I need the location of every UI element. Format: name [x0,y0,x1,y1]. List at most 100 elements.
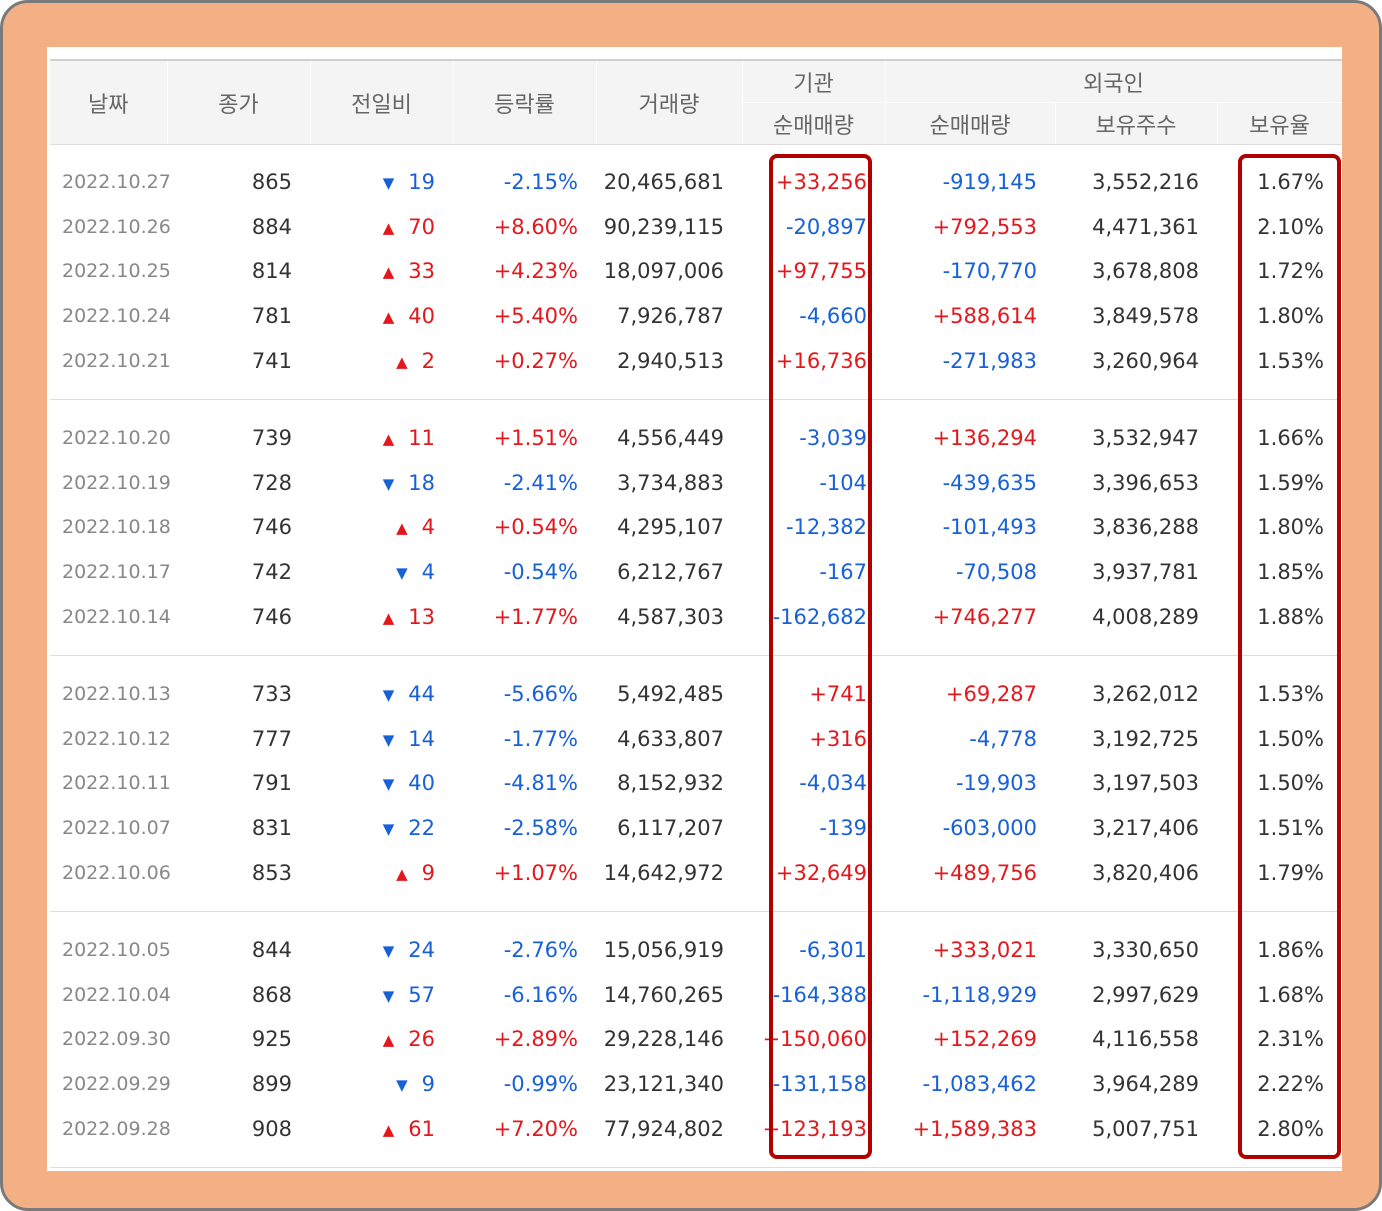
cell-volume: 6,212,767 [617,560,724,585]
down-triangle-icon: ▼ [382,474,395,493]
cell-inst-net: -104 [819,470,867,495]
table-row: 2022.10.26 884 ▲ 70 +8.60% 90,239,115 -20,897 +… [50,205,1342,250]
cell-frgn-ratio: 1.86% [1257,938,1324,963]
cell-date: 2022.10.13 [62,683,171,706]
cell-frgn-ratio: 1.50% [1257,726,1324,751]
cell-change: ▼ 18 [310,461,453,506]
change-value: 9 [421,1071,435,1096]
cell-volume: 23,121,340 [603,1071,724,1096]
cell-frgn-shares: 3,849,578 [1092,304,1199,329]
down-triangle-icon: ▼ [382,820,395,839]
col-header-rate: 등락률 [453,59,597,145]
down-triangle-icon: ▼ [382,986,395,1005]
col-header-change: 전일비 [310,59,454,145]
cell-frgn-net: -4,778 [969,726,1037,751]
cell-frgn-shares: 5,007,751 [1092,1116,1199,1141]
cell-frgn-shares: 3,260,964 [1092,348,1199,373]
cell-change: ▼ 40 [310,761,453,806]
cell-volume: 5,492,485 [617,682,724,707]
cell-rate: -4.81% [503,771,578,796]
cell-inst-net: -164,388 [772,982,867,1007]
cell-inst-net: -162,682 [772,604,867,629]
change-value: 70 [408,214,435,239]
change-value: 4 [421,515,435,540]
cell-volume: 3,734,883 [617,470,724,495]
cell-frgn-net: +588,614 [932,304,1037,329]
cell-volume: 8,152,932 [617,771,724,796]
table-row: 2022.10.06 853 ▲ 9 +1.07% 14,642,972 +32,649 +4… [50,850,1342,895]
change-value: 40 [408,304,435,329]
cell-frgn-shares: 3,197,503 [1092,771,1199,796]
change-value: 57 [408,982,435,1007]
table-row: 2022.10.13 733 ▼ 44 -5.66% 5,492,485 +741 +69,2… [50,672,1342,717]
cell-close: 746 [251,604,292,629]
table-body: 2022.10.27 865 ▼ 19 -2.15% 20,465,681 +33,256 -… [50,145,1342,1168]
cell-change: ▲ 13 [310,594,453,639]
cell-inst-net: +32,649 [775,860,867,885]
down-triangle-icon: ▼ [382,775,395,794]
cell-date: 2022.10.04 [62,983,171,1006]
cell-volume: 7,926,787 [617,304,724,329]
cell-close: 781 [251,304,292,329]
cell-date: 2022.10.21 [62,349,171,372]
col-header-volume: 거래량 [596,59,743,145]
cell-frgn-shares: 3,552,216 [1092,170,1199,195]
cell-change: ▲ 61 [310,1106,453,1151]
cell-rate: -2.58% [503,816,578,841]
cell-close: 844 [251,938,292,963]
cell-rate: +4.23% [493,259,578,284]
cell-inst-net: +16,736 [775,348,867,373]
cell-frgn-net: -70,508 [955,560,1037,585]
cell-close: 742 [251,560,292,585]
cell-frgn-shares: 3,937,781 [1092,560,1199,585]
cell-rate: -0.99% [503,1071,578,1096]
cell-inst-net: -3,039 [799,426,867,451]
down-triangle-icon: ▼ [382,174,395,193]
cell-rate: -5.66% [503,682,578,707]
cell-frgn-shares: 3,836,288 [1092,515,1199,540]
cell-close: 884 [251,214,292,239]
cell-change: ▲ 70 [310,205,453,250]
col-header-frgn-ratio: 보유율 [1217,102,1342,145]
cell-frgn-ratio: 1.53% [1257,348,1324,373]
cell-volume: 4,556,449 [617,426,724,451]
cell-volume: 14,642,972 [603,860,724,885]
cell-rate: +0.54% [493,515,578,540]
up-triangle-icon: ▲ [382,1120,395,1139]
cell-change: ▲ 4 [310,505,453,550]
cell-frgn-net: +69,287 [945,682,1037,707]
cell-close: 908 [251,1116,292,1141]
cell-frgn-net: +1,589,383 [912,1116,1037,1141]
change-value: 26 [408,1027,435,1052]
cell-rate: -0.54% [503,560,578,585]
cell-close: 899 [251,1071,292,1096]
cell-rate: +2.89% [493,1027,578,1052]
cell-frgn-net: -271,983 [942,348,1037,373]
cell-close: 746 [251,515,292,540]
up-triangle-icon: ▲ [382,1031,395,1050]
cell-close: 777 [251,726,292,751]
change-value: 61 [408,1116,435,1141]
cell-volume: 14,760,265 [603,982,724,1007]
change-value: 22 [408,816,435,841]
change-value: 40 [408,771,435,796]
change-value: 24 [408,938,435,963]
group-header-foreign: 외국인 [885,59,1342,103]
cell-frgn-net: -1,118,929 [922,982,1037,1007]
cell-inst-net: +741 [809,682,867,707]
change-value: 18 [408,470,435,495]
cell-inst-net: -20,897 [785,214,867,239]
cell-frgn-net: -439,635 [942,470,1037,495]
cell-rate: -2.41% [503,470,578,495]
cell-volume: 29,228,146 [603,1027,724,1052]
table-row: 2022.10.18 746 ▲ 4 +0.54% 4,295,107 -12,382 -10… [50,505,1342,550]
cell-frgn-ratio: 1.79% [1257,860,1324,885]
cell-volume: 4,587,303 [617,604,724,629]
change-value: 2 [421,348,435,373]
group-header-institution: 기관 [742,59,886,103]
cell-close: 733 [251,682,292,707]
cell-close: 853 [251,860,292,885]
table-panel: 날짜 종가 전일비 등락률 거래량 기관 외국인 순매매량 순매매량 보유주수 … [47,47,1342,1171]
cell-frgn-ratio: 2.31% [1257,1027,1324,1052]
cell-inst-net: +150,060 [762,1027,867,1052]
